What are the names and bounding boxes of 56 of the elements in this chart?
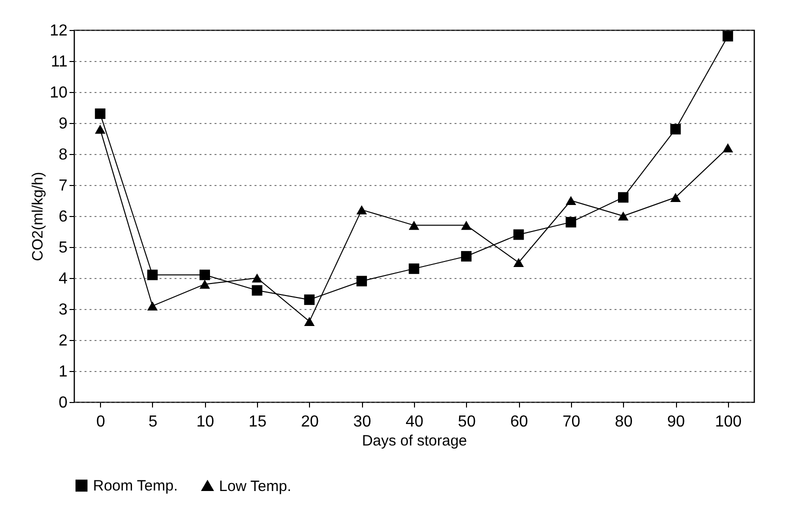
point [566,216,576,228]
point [408,263,420,274]
point [670,192,681,202]
x-tick-label: 5 [148,414,158,430]
y-tick-label: 12 [50,22,68,40]
y-tick-label: 9 [58,116,68,132]
y-tick-label: 7 [58,178,68,194]
point [252,273,262,283]
point [304,294,315,305]
x-tick-label: 70 [562,414,580,430]
point [252,285,262,296]
y-tick-label: 1 [58,364,68,380]
y-tick-label: 11 [50,54,68,70]
point [408,220,420,230]
y-axis-title: CO2(ml/kg/h) [30,172,47,262]
legend-label: Room Temp. [93,478,178,495]
x-tick-label: 100 [714,414,742,430]
x-tick-label: 40 [406,414,424,430]
point [513,229,524,240]
point [513,258,524,268]
x-tick-label: 10 [196,414,214,430]
point [94,124,106,134]
y-tick-label: 10 [50,84,68,102]
point [722,143,734,152]
legend-label: Low Temp. [219,478,292,495]
point [200,270,210,280]
y-tick-label: 4 [58,270,68,288]
x-tick-label: 80 [614,414,633,430]
point [356,205,367,214]
x-tick-label: 20 [300,414,319,430]
y-tick-label: 3 [58,302,68,318]
x-axis-title: Days of storage [362,432,468,450]
point [200,280,210,289]
x-tick-label: 30 [353,414,372,430]
y-tick-label: 2 [58,332,68,350]
y-tick-label: 6 [58,208,68,226]
point [304,316,315,326]
point [94,108,106,119]
point [461,251,472,262]
y-tick-label: 8 [58,146,68,164]
point [722,30,734,42]
x-tick-label: 0 [96,414,106,430]
point [670,124,681,134]
point [147,270,158,280]
y-tick-label: 5 [58,240,68,256]
point [618,211,628,221]
x-tick-label: 15 [248,414,267,430]
x-tick-label: 60 [510,414,528,430]
point [147,301,158,310]
point [461,220,472,230]
point [566,196,576,206]
point [618,192,628,203]
point [356,276,367,286]
x-tick-label: 50 [458,414,476,430]
y-tick-label: 0 [58,394,68,412]
x-tick-label: 90 [667,414,686,430]
